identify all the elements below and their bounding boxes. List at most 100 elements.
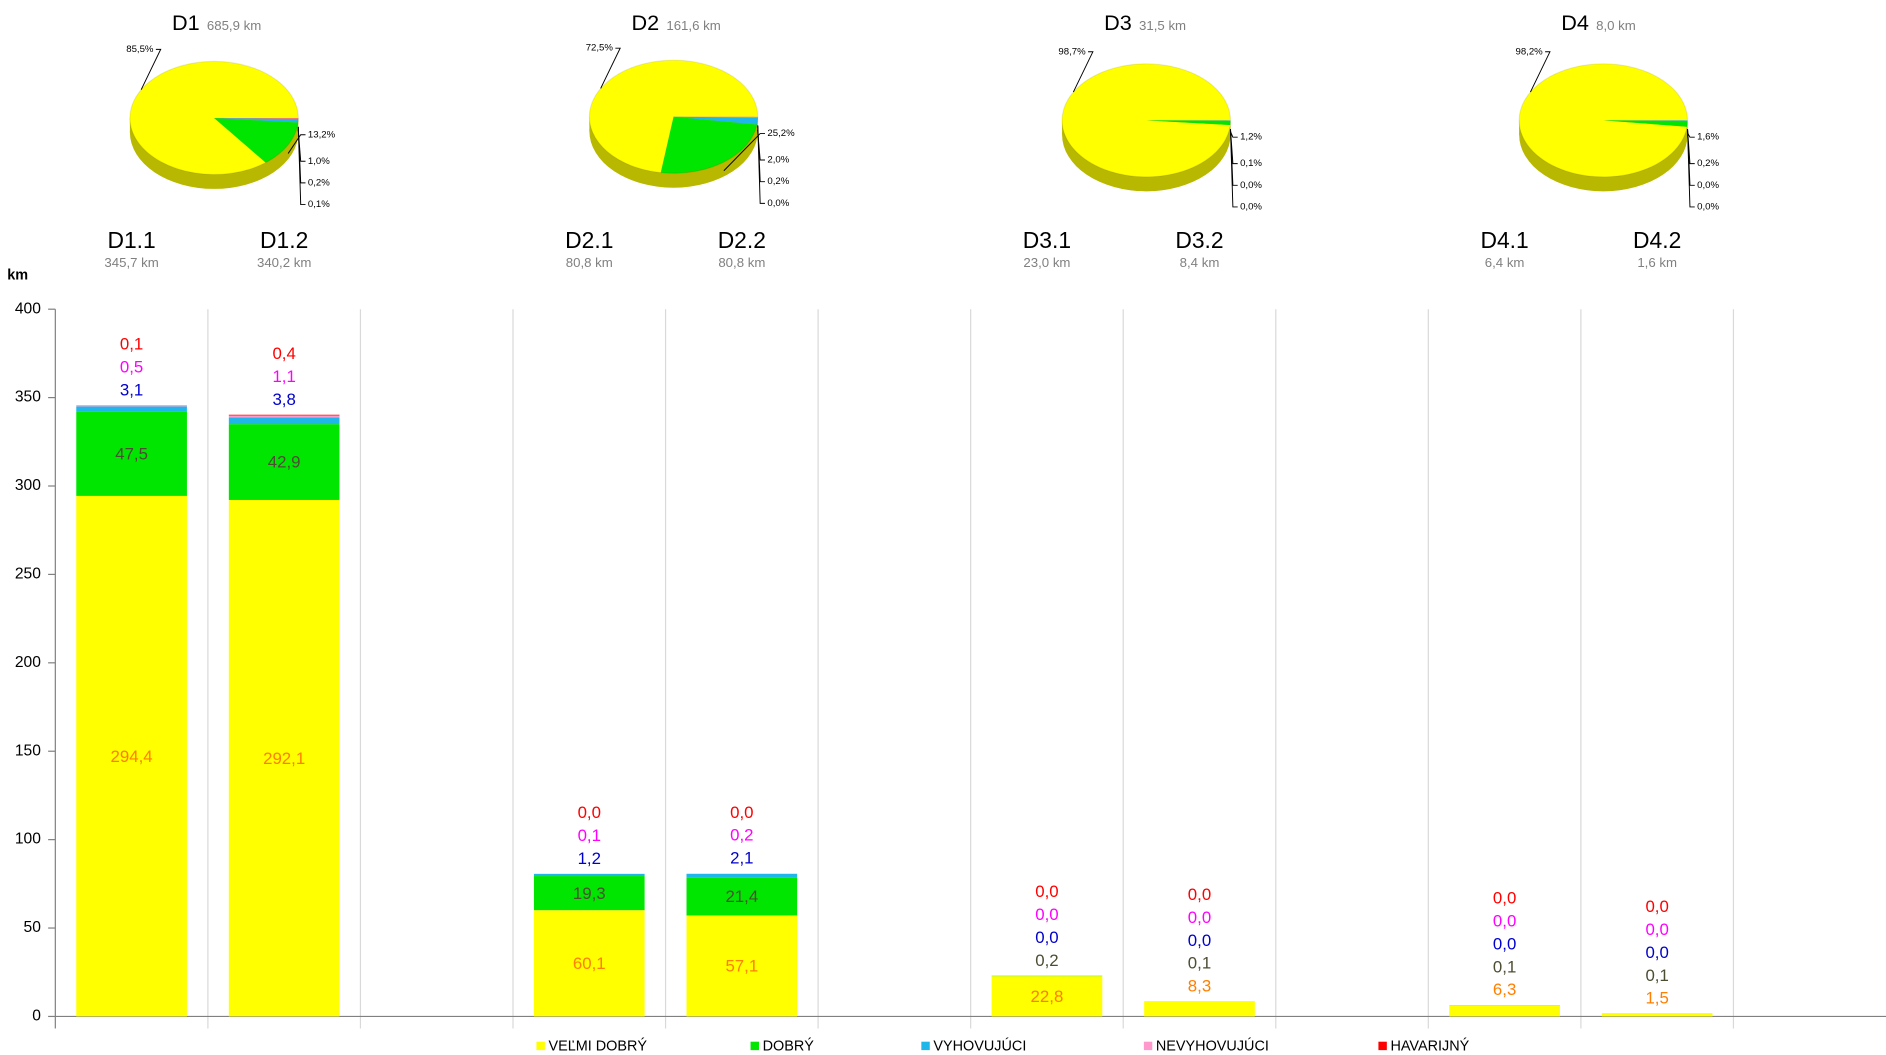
bar-value-label: 42,9: [268, 453, 301, 472]
bar-value-label: 294,4: [111, 747, 153, 766]
bar-value-label: 292,1: [263, 749, 305, 768]
y-tick-label: 50: [24, 919, 42, 936]
pie-rim: [1518, 63, 1689, 178]
pie-slice: [1062, 63, 1231, 177]
category-label: D1.1: [107, 227, 155, 253]
y-tick-label: 150: [15, 742, 41, 759]
pie-slice: [1519, 63, 1688, 177]
bar-value-label: 1,5: [1645, 989, 1668, 1008]
bar-value-label: 0,0: [1645, 920, 1668, 939]
leader-line: [297, 126, 306, 206]
bar-segment: [686, 873, 798, 878]
pie-value-label: 2,0%: [767, 155, 789, 166]
pie-value-label: 0,2%: [1697, 158, 1719, 169]
bar-value-label: 0,0: [1035, 882, 1058, 901]
category-label: D2.2: [718, 227, 766, 253]
category-label: D4.1: [1480, 227, 1528, 253]
bar-value-label: 19,3: [573, 884, 606, 903]
bar-segment: [228, 499, 340, 1017]
bar-value-label: 0,1: [1645, 966, 1668, 985]
bar-value-label: 0,0: [1493, 934, 1516, 953]
pie-title: D1: [172, 10, 200, 35]
bar-value-label: 6,3: [1493, 980, 1516, 999]
pie-value-label: 13,2%: [308, 129, 336, 140]
legend-label: VEĽMI DOBRÝ: [548, 1037, 647, 1054]
pie-rim: [129, 60, 299, 176]
category-label: D1.2: [260, 227, 308, 253]
category-subtitle: 80,8 km: [566, 255, 613, 270]
bar-value-label: 0,1: [120, 335, 143, 354]
pie-value-label: 0,0%: [1240, 180, 1262, 191]
leader-line: [1072, 51, 1094, 93]
pie-slice: [1146, 120, 1231, 125]
pie-value-label: 0,0%: [1697, 180, 1719, 191]
pie-rim: [1061, 63, 1232, 178]
pie-value-label: 0,0%: [1240, 201, 1262, 212]
pie-value-label: 1,6%: [1697, 132, 1719, 143]
bar-value-label: 0,1: [578, 826, 601, 845]
pie-value-label: 0,1%: [308, 199, 330, 210]
bar-segment: [76, 411, 187, 496]
pie-value-label: 1,2%: [1240, 132, 1262, 143]
leader-line: [600, 47, 621, 89]
y-tick-label: 350: [15, 389, 41, 406]
category-label: D3.2: [1175, 227, 1223, 253]
bar-segment: [228, 424, 340, 500]
bar-value-label: 0,0: [1035, 905, 1058, 924]
bar-segment: [228, 414, 340, 416]
pie-subtitle: 8,0 km: [1596, 18, 1636, 33]
pie-slice: [1603, 120, 1688, 127]
category-subtitle: 80,8 km: [718, 255, 765, 270]
legend-label: HAVARIJNÝ: [1390, 1037, 1469, 1054]
pie-slice: [214, 117, 299, 120]
pie-slice: [214, 117, 299, 123]
leader-line: [1687, 128, 1695, 208]
pie-slice: [660, 116, 757, 174]
y-tick-label: 300: [15, 477, 41, 494]
leader-line: [140, 48, 162, 90]
category-subtitle: 23,0 km: [1023, 255, 1070, 270]
category-subtitle: 6,4 km: [1485, 255, 1525, 270]
bar-value-label: 0,0: [1493, 912, 1516, 931]
bar-value-label: 60,1: [573, 954, 606, 973]
bar-value-label: 0,4: [272, 344, 295, 363]
y-tick-label: 400: [15, 300, 41, 317]
bar-value-label: 21,4: [725, 887, 758, 906]
leader-line: [723, 133, 765, 172]
bar-value-label: 0,0: [1188, 931, 1211, 950]
legend-swatch: [536, 1041, 545, 1051]
legend-label: DOBRÝ: [763, 1037, 815, 1054]
y-tick-label: 100: [15, 831, 41, 848]
category-label: D2.1: [565, 227, 613, 253]
leader-line: [1529, 51, 1551, 93]
bar-value-label: 2,1: [730, 849, 753, 868]
bar-value-label: 0,2: [1035, 951, 1058, 970]
pie-value-label: 85,5%: [126, 44, 154, 55]
leader-line: [757, 125, 765, 204]
y-tick-label: 250: [15, 566, 41, 583]
leader-line: [1229, 128, 1238, 208]
bar-value-label: 0,1: [1188, 954, 1211, 973]
pie-title: D3: [1104, 10, 1132, 35]
bar-value-label: 0,0: [730, 803, 753, 822]
pie-title: D4: [1561, 10, 1589, 35]
pie-value-label: 0,2%: [767, 176, 789, 187]
bar-segment: [533, 910, 645, 1017]
bar-value-label: 0,0: [1493, 889, 1516, 908]
pie-value-label: 98,7%: [1058, 46, 1086, 57]
category-label: D4.2: [1633, 227, 1681, 253]
bar-value-label: 1,1: [272, 367, 295, 386]
category-subtitle: 340,2 km: [257, 255, 311, 270]
bar-value-label: 3,8: [272, 390, 295, 409]
pie-slice: [673, 116, 758, 125]
pie-value-label: 0,1%: [1240, 158, 1262, 169]
bar-value-label: 8,3: [1188, 977, 1211, 996]
pie-slice: [1603, 120, 1688, 122]
pie-slice: [214, 117, 299, 163]
y-axis-label: km: [7, 267, 28, 283]
bar-segment: [228, 415, 340, 418]
pie-value-label: 0,0%: [1697, 201, 1719, 212]
bar-segment: [76, 405, 187, 407]
